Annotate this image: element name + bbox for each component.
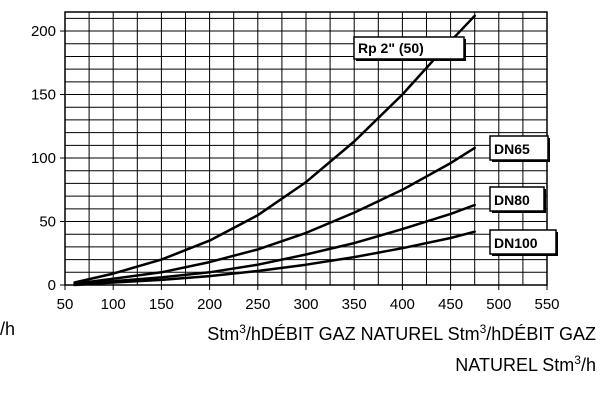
- x-axis-label-line: NATUREL Stm3/h: [60, 347, 596, 378]
- series-label-box: [489, 186, 545, 212]
- y-tick-label: 200: [31, 23, 56, 40]
- series-label-box: [489, 135, 549, 161]
- x-axis-label-fragment: /h: [0, 319, 16, 339]
- x-tick-label: 350: [342, 296, 367, 313]
- series-line-1: [73, 146, 476, 285]
- y-tick-label: 0: [48, 277, 56, 294]
- series-labels: Rp 2" (50) DN65 DN80 DN100: [353, 36, 558, 256]
- x-axis-label-text: Stm: [207, 324, 240, 344]
- x-tick-label: 400: [390, 296, 415, 313]
- x-tick-label: 500: [486, 296, 511, 313]
- x-tick-label: 450: [438, 296, 463, 313]
- series-label-box: [489, 229, 557, 255]
- x-axis-label-superscript: 3: [479, 322, 487, 336]
- x-axis-label-text: NATUREL Stm: [455, 355, 575, 375]
- x-tick-label: 300: [293, 296, 318, 313]
- x-tick-label: 50: [57, 296, 74, 313]
- x-axis-label-text: /hDÉBIT GAZ: [486, 324, 596, 344]
- series-label-0: Rp 2" (50): [353, 36, 466, 61]
- x-tick-label: 150: [149, 296, 174, 313]
- y-tick-label: 50: [39, 214, 56, 231]
- x-axis-label-line: Stm3/hDÉBIT GAZ NATUREL Stm3/hDÉBIT GAZ: [60, 316, 596, 347]
- x-axis-label-text: /hDÉBIT GAZ NATUREL Stm: [245, 324, 480, 344]
- y-tick-label: 150: [31, 87, 56, 104]
- series-lines: [73, 14, 476, 287]
- series-label-text: DN80: [494, 192, 530, 208]
- y-tick-label: 100: [31, 150, 56, 167]
- x-tick-label: 250: [245, 296, 270, 313]
- x-tick-label: 100: [101, 296, 126, 313]
- series-label-text: DN100: [494, 235, 538, 251]
- x-tick-label: 550: [534, 296, 559, 313]
- series-label-text: Rp 2" (50): [358, 40, 424, 56]
- series-line-2: [73, 203, 476, 285]
- series-label-box: [353, 36, 465, 60]
- series-label-3: DN100: [489, 229, 558, 256]
- series-label-1: DN65: [489, 135, 550, 162]
- x-axis-label-text: /h: [580, 355, 596, 375]
- x-tick-label: 200: [197, 296, 222, 313]
- series-line-0: [73, 14, 476, 284]
- series-label-text: DN65: [494, 141, 530, 157]
- x-axis-label-superscript: 3: [574, 353, 581, 367]
- series-label-2: DN80: [489, 186, 546, 213]
- grid: [64, 12, 548, 286]
- series-line-3: [73, 230, 476, 287]
- x-axis-label-superscript: 3: [239, 322, 246, 336]
- x-axis-label: Stm3/hDÉBIT GAZ NATUREL Stm3/hDÉBIT GAZ N…: [60, 316, 596, 378]
